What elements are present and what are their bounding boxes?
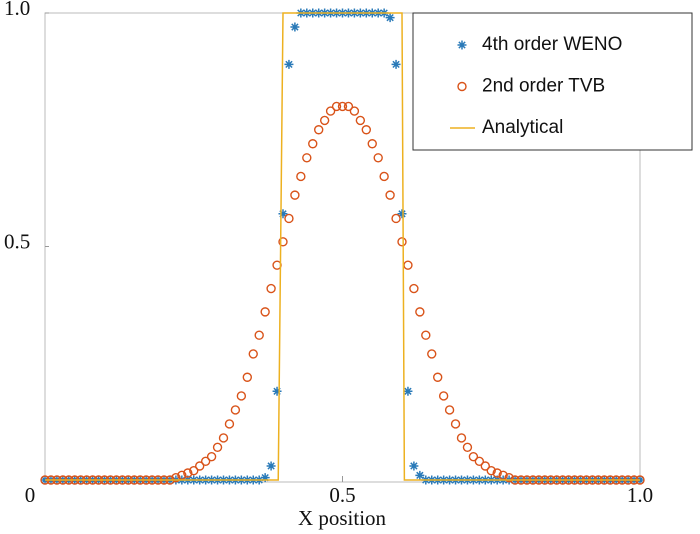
x-tick-label: 1.0 [627, 483, 653, 507]
data-point [296, 171, 306, 182]
data-point [373, 153, 383, 163]
data-point [415, 470, 425, 480]
data-point [450, 419, 461, 429]
data-point [272, 386, 282, 396]
data-point [260, 307, 270, 317]
data-point [218, 433, 229, 443]
data-point [212, 442, 223, 453]
data-point [480, 461, 490, 471]
data-point [391, 213, 401, 224]
data-point [171, 472, 181, 483]
data-point [284, 213, 294, 224]
data-point [403, 386, 413, 396]
data-point [278, 209, 288, 219]
data-point [230, 405, 241, 415]
data-point [409, 461, 419, 471]
data-point [427, 349, 437, 359]
data-point [385, 13, 395, 23]
data-point [474, 456, 485, 467]
data-point [236, 391, 247, 401]
data-point [444, 405, 455, 415]
data-point [278, 237, 288, 247]
data-point [254, 330, 264, 340]
data-point [361, 125, 371, 135]
data-point [504, 472, 514, 483]
data-point [308, 139, 318, 149]
data-point [242, 372, 253, 382]
analytical-line [45, 12, 640, 481]
legend-label: 2nd order TVB [482, 76, 605, 97]
data-point [266, 283, 276, 294]
data-point [415, 307, 425, 317]
data-point [391, 59, 401, 69]
legend-marker [457, 40, 467, 50]
y-tick-label: 1.0 [4, 0, 30, 20]
data-point [349, 106, 360, 116]
data-point [492, 468, 502, 478]
data-point [331, 101, 342, 112]
data-point [325, 106, 336, 116]
data-point [343, 101, 354, 112]
data-point [206, 451, 217, 462]
data-point [486, 465, 496, 476]
data-point [260, 473, 270, 483]
x-axis-label: X position [298, 506, 387, 530]
data-point [438, 391, 449, 401]
data-point [183, 468, 193, 478]
legend-marker [457, 81, 467, 92]
data-point [284, 59, 294, 69]
x-tick-label: 0.5 [329, 483, 355, 507]
legend-box [412, 12, 693, 151]
data-point [409, 283, 419, 294]
data-point [462, 442, 473, 453]
data-point [433, 372, 443, 382]
data-point [266, 461, 276, 471]
data-point [319, 115, 330, 126]
data-point [468, 451, 479, 462]
x-tick-label: 0 [25, 483, 36, 507]
data-point [290, 22, 300, 32]
legend-label: Analytical [482, 117, 563, 138]
data-point [379, 171, 389, 182]
data-point [248, 349, 258, 359]
data-point [385, 190, 395, 200]
data-point [367, 139, 377, 149]
data-point [337, 101, 348, 112]
data-point [456, 433, 467, 443]
data-point [397, 209, 407, 219]
data-point [290, 190, 300, 200]
data-point [355, 115, 366, 126]
data-point [189, 465, 199, 476]
data-point [302, 153, 312, 163]
data-point [421, 330, 431, 340]
data-point [224, 419, 235, 429]
data-point [397, 237, 407, 247]
legend-label: 4th order WENO [482, 34, 622, 55]
data-point [194, 461, 205, 471]
data-point [314, 125, 324, 135]
y-tick-label: 0.5 [4, 229, 30, 253]
data-point [403, 260, 413, 270]
data-point [200, 456, 211, 467]
